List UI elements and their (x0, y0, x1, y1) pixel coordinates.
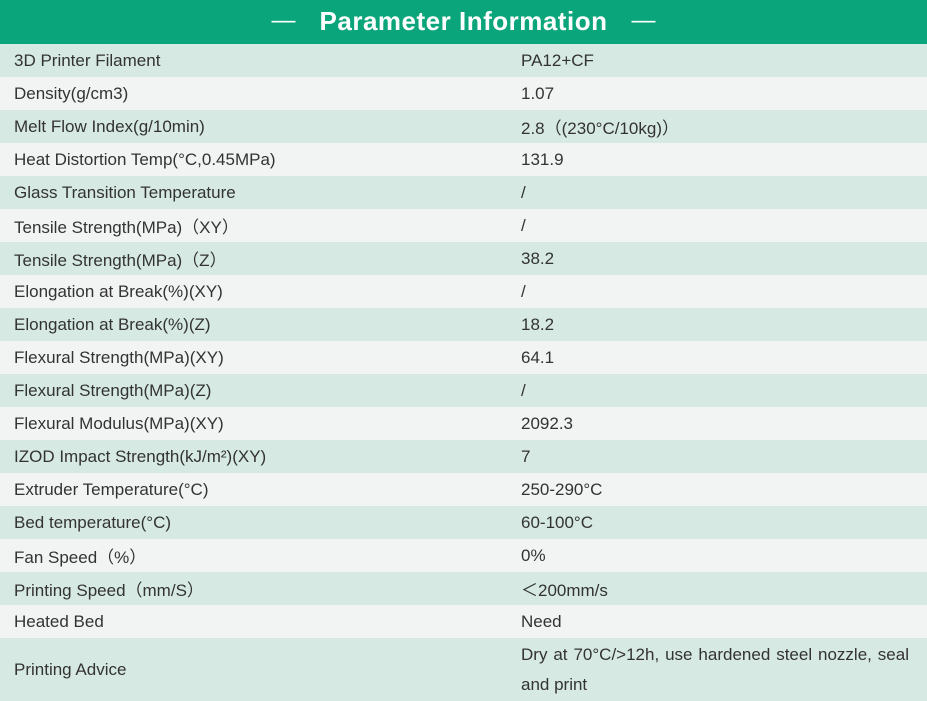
parameter-value: PA12+CF (521, 50, 594, 70)
table-row: Tensile Strength(MPa)（XY） / (0, 209, 927, 242)
parameter-name: Density(g/cm3) (14, 83, 129, 103)
parameter-value: 38.2 (521, 248, 555, 268)
table-row: IZOD Impact Strength(kJ/m²)(XY) 7 (0, 440, 927, 473)
table-row: Heat Distortion Temp(°C,0.45MPa) 131.9 (0, 143, 927, 176)
parameter-name: Elongation at Break(%)(XY) (14, 281, 223, 301)
table-row: Melt Flow Index(g/10min) 2.8（(230°C/10kg)… (0, 110, 927, 143)
parameter-value: 2.8（(230°C/10kg)） (521, 119, 679, 138)
parameter-value: ＜200mm/s (521, 581, 608, 600)
parameter-value: 0% (521, 545, 546, 565)
table-row: Flexural Modulus(MPa)(XY) 2092.3 (0, 407, 927, 440)
parameter-name: Glass Transition Temperature (14, 182, 236, 202)
parameter-name: Fan Speed（%） (14, 548, 147, 567)
table-row: Heated Bed Need (0, 605, 927, 638)
table-row: Flexural Strength(MPa)(Z) / (0, 374, 927, 407)
parameter-name: Printing Speed（mm/S） (14, 581, 204, 600)
parameter-name: Printing Advice (14, 659, 127, 679)
parameter-name: Tensile Strength(MPa)（XY） (14, 218, 239, 237)
parameter-value: 2092.3 (521, 413, 573, 433)
table-row: Flexural Strength(MPa)(XY) 64.1 (0, 341, 927, 374)
table-row: Density(g/cm3) 1.07 (0, 77, 927, 110)
table-row: Extruder Temperature(°C) 250-290°C (0, 473, 927, 506)
parameter-name: Extruder Temperature(°C) (14, 479, 209, 499)
parameter-value: / (521, 281, 526, 301)
parameter-name: Heat Distortion Temp(°C,0.45MPa) (14, 149, 276, 169)
parameter-value: / (521, 182, 526, 202)
parameter-name: Tensile Strength(MPa)（Z） (14, 251, 227, 270)
parameter-name: IZOD Impact Strength(kJ/m²)(XY) (14, 446, 267, 466)
parameter-name: 3D Printer Filament (14, 50, 161, 70)
parameter-value: Dry at 70°C/>12h, use hardened steel noz… (521, 644, 909, 694)
parameter-value: 131.9 (521, 149, 564, 169)
table-row: Glass Transition Temperature / (0, 176, 927, 209)
parameter-value: 18.2 (521, 314, 555, 334)
parameter-name: Flexural Modulus(MPa)(XY) (14, 413, 224, 433)
parameter-value: / (521, 380, 526, 400)
parameter-value: 64.1 (521, 347, 555, 367)
parameter-value: Need (521, 611, 562, 631)
parameter-name: Melt Flow Index(g/10min) (14, 116, 205, 136)
parameter-value: 60-100°C (521, 512, 594, 532)
table-row: Bed temperature(°C) 60-100°C (0, 506, 927, 539)
table-row: Elongation at Break(%)(Z) 18.2 (0, 308, 927, 341)
parameter-value: / (521, 215, 526, 235)
table-row: Tensile Strength(MPa)（Z） 38.2 (0, 242, 927, 275)
page-title: Parameter Information (319, 6, 608, 36)
parameter-value: 250-290°C (521, 479, 603, 499)
parameter-name: Flexural Strength(MPa)(XY) (14, 347, 224, 367)
parameter-name: Heated Bed (14, 611, 104, 631)
parameter-name: Elongation at Break(%)(Z) (14, 314, 211, 334)
parameter-table: 3D Printer Filament PA12+CF Density(g/cm3)… (0, 44, 927, 701)
title-dash-left: — (271, 7, 296, 34)
table-row: Printing Advice Dry at 70°C/>12h, use har… (0, 638, 927, 701)
table-row: 3D Printer Filament PA12+CF (0, 44, 927, 77)
parameter-value: 7 (521, 446, 531, 466)
page-title-bar: — Parameter Information — (0, 0, 927, 44)
table-row: Printing Speed（mm/S） ＜200mm/s (0, 572, 927, 605)
parameter-name: Flexural Strength(MPa)(Z) (14, 380, 212, 400)
title-dash-right: — (631, 7, 656, 34)
parameter-value: 1.07 (521, 83, 555, 103)
table-row: Fan Speed（%） 0% (0, 539, 927, 572)
parameter-name: Bed temperature(°C) (14, 512, 172, 532)
table-row: Elongation at Break(%)(XY) / (0, 275, 927, 308)
